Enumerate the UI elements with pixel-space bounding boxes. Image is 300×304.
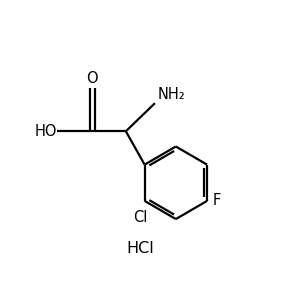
Text: O: O [86, 71, 98, 86]
Text: NH₂: NH₂ [157, 87, 185, 102]
Text: HO: HO [35, 124, 57, 139]
Text: F: F [213, 193, 221, 209]
Text: HCl: HCl [126, 241, 154, 256]
Text: Cl: Cl [133, 210, 147, 225]
